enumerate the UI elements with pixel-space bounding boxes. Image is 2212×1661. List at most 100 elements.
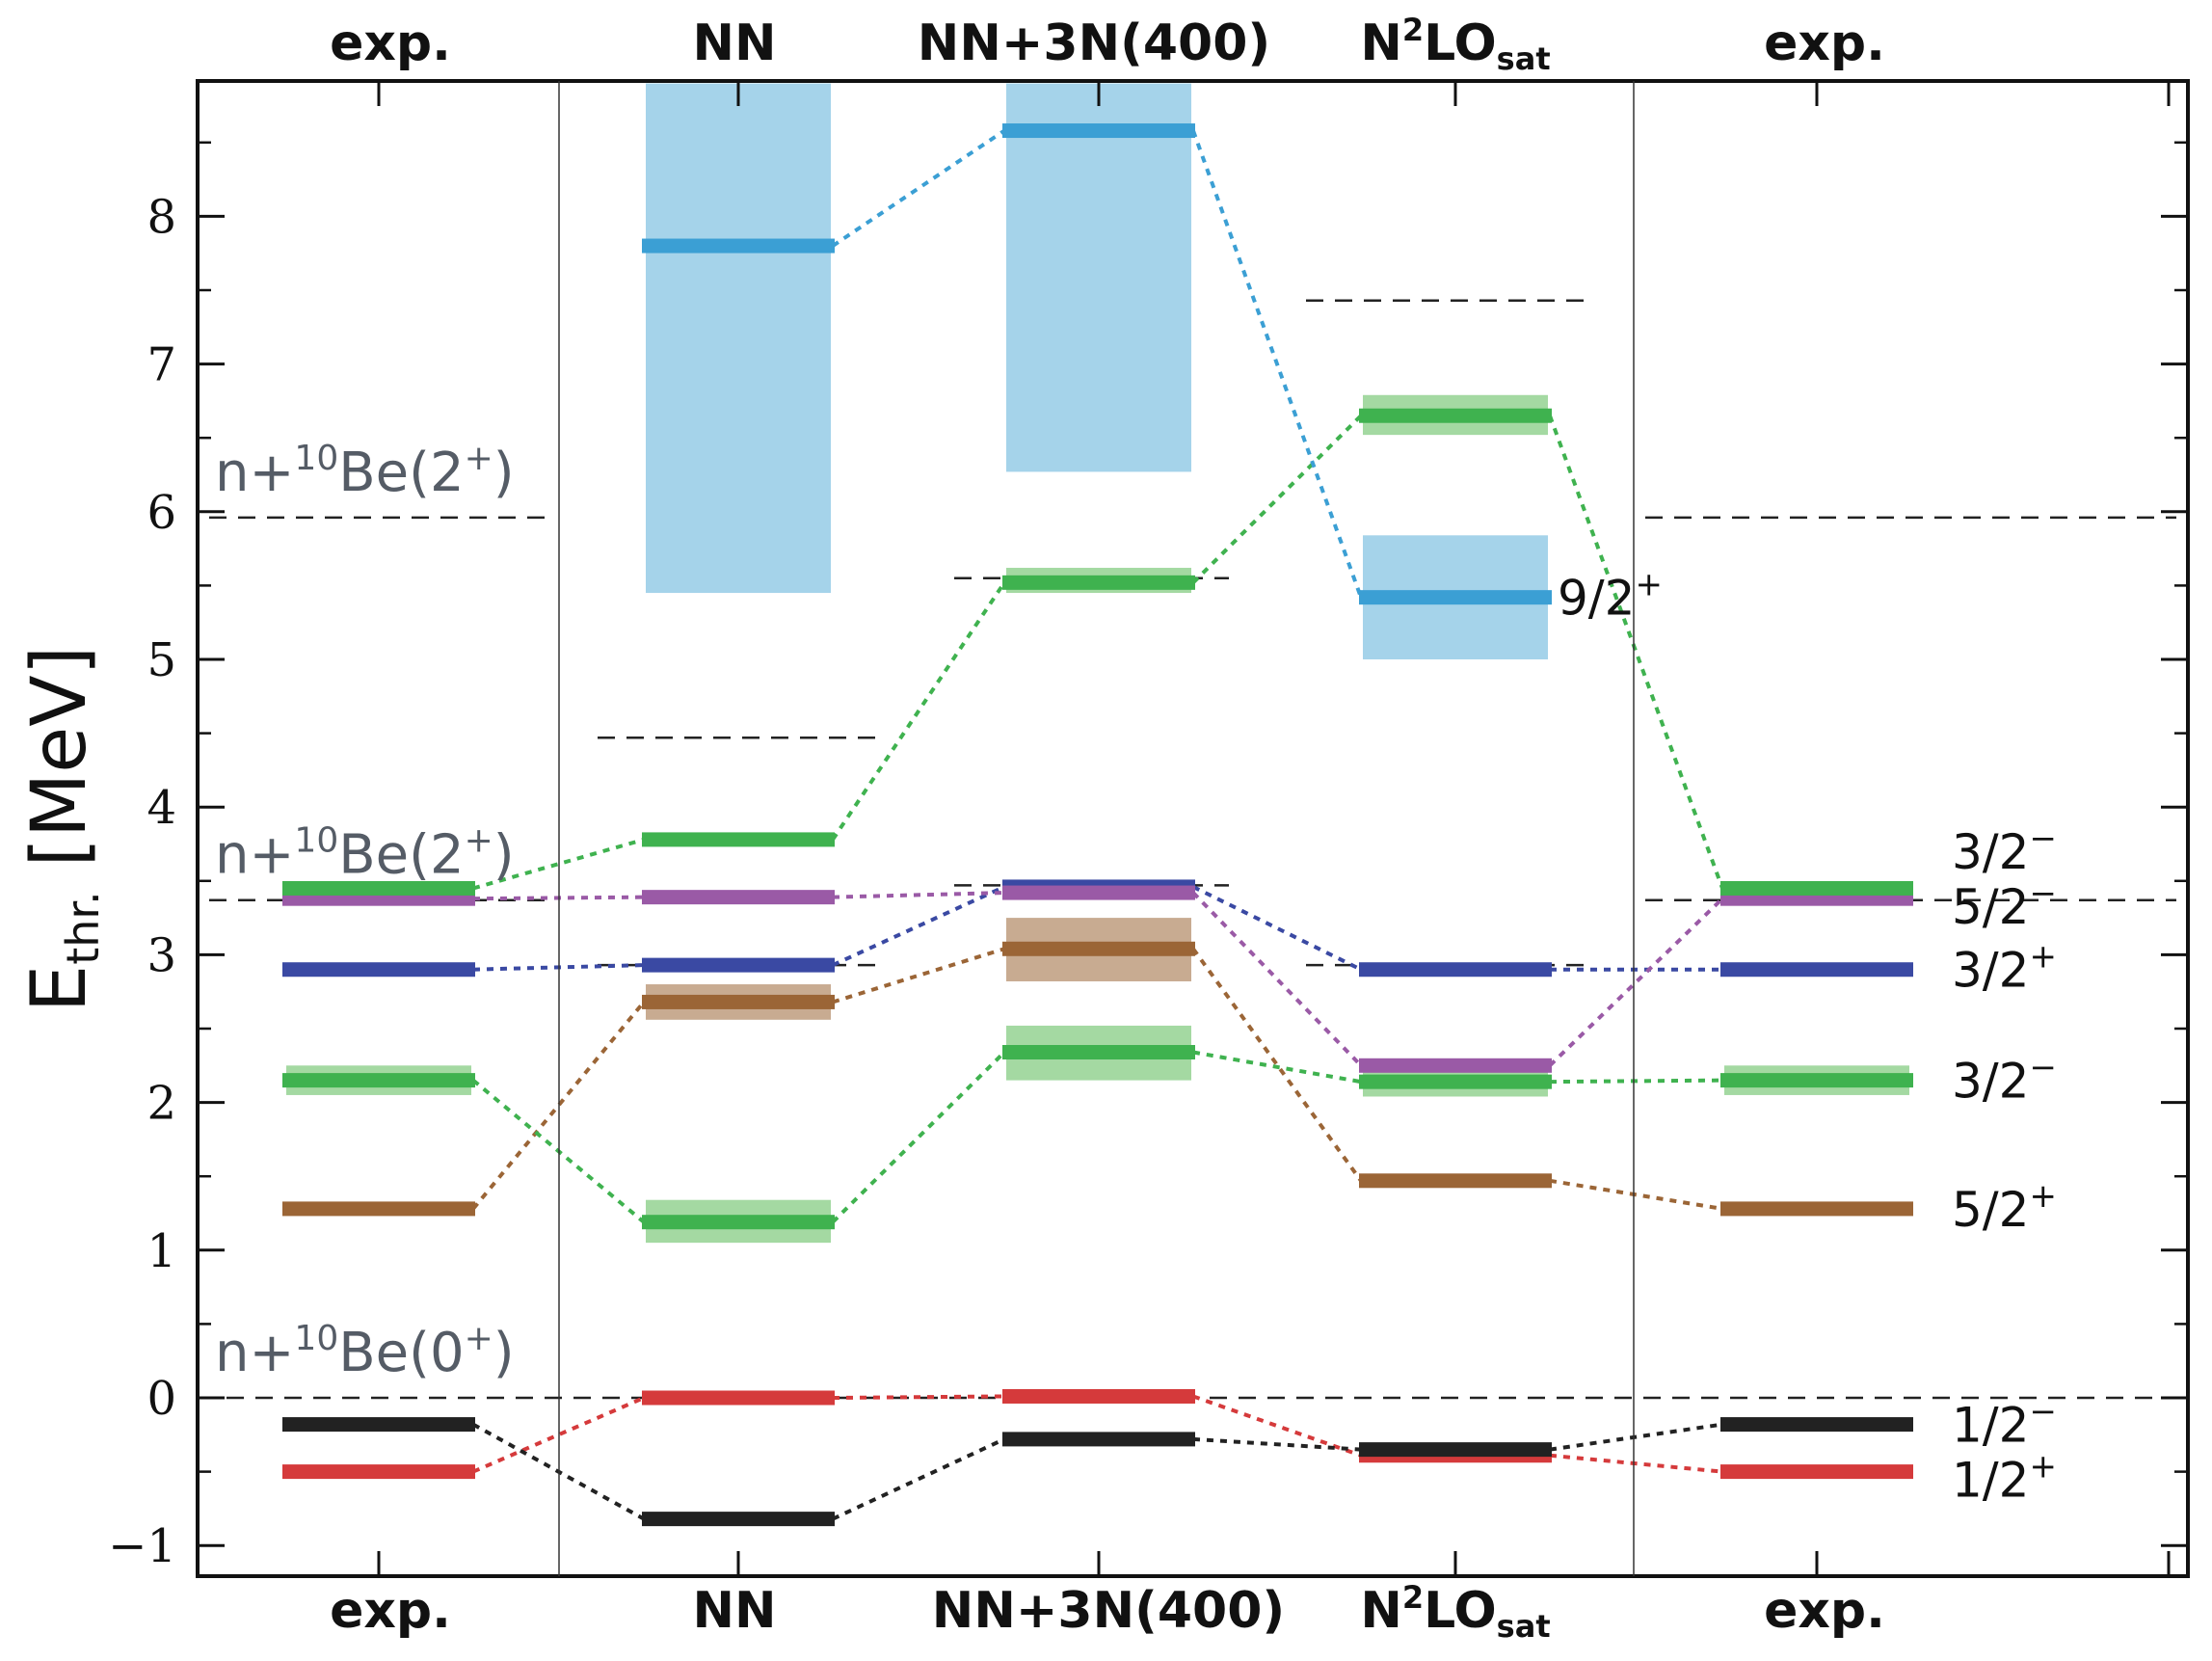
level-bar [1359,1058,1552,1073]
column-label-bot-n2lo: N2LOsat [1360,1579,1550,1645]
level-bar [642,890,835,905]
level-bar [1002,1432,1195,1447]
threshold-label-part: + [465,821,493,861]
column-label-text: N [1360,1582,1402,1640]
state-label: 3/2− [1952,1049,2057,1110]
y-tick-label: −1 [108,1519,176,1573]
connector-line [1549,1078,1723,1085]
y-tick-label: 2 [147,1077,176,1131]
state-label-spin: 1/2 [1952,1398,2029,1454]
column-label-sub: sat [1497,40,1551,77]
level-bar [1002,575,1195,590]
level-bar [1002,1388,1195,1404]
threshold-label-part: 10 [294,1319,338,1358]
state-label-parity: − [2029,1049,2057,1087]
level-bar [1359,962,1552,978]
level-bar [1359,1442,1552,1458]
level-bar [282,1464,475,1480]
level-bar [282,880,475,896]
level-bar [1002,123,1195,139]
threshold-label-part: ) [493,442,515,504]
column-label-text: N [1360,14,1402,72]
connector-line [1548,897,1724,1067]
connector-line [1549,1178,1723,1211]
y-tick-label: 6 [147,486,176,540]
column-label-top-exp_right: exp. [1764,14,1885,72]
state-label: 5/2+ [1952,1177,2057,1238]
state-label-spin: 3/2 [1952,943,2029,999]
level-bar [1002,885,1195,900]
state-label-spin: 1/2 [1952,1452,2029,1508]
level-bar [642,1215,835,1230]
state-label-spin: 5/2 [1952,1182,2029,1238]
state-label-parity: − [2029,1393,2057,1432]
level-bar [1720,1464,1913,1480]
column-label-top-exp_left: exp. [330,14,451,72]
y-tick-label: 7 [147,338,176,392]
connector-lines [471,128,1724,1521]
column-label-text: LO [1424,14,1497,72]
y-tick-label: 5 [147,633,176,687]
level-bar [642,832,835,847]
threshold-label-part: ) [493,1322,515,1384]
connector-line [1191,891,1363,1067]
threshold-label-part: 10 [294,439,338,478]
state-label-parity: + [2029,938,2057,977]
state-label-spin: 3/2 [1952,1054,2029,1110]
state-label-spin: 5/2 [1952,879,2029,935]
level-bar [642,957,835,973]
level-bar [1002,941,1195,956]
y-tick-label: 0 [147,1372,176,1426]
connector-line [472,837,645,891]
threshold-label: n+10Be(2+) [215,821,515,887]
column-label-bot-nn3n: NN+3N(400) [932,1582,1285,1640]
connector-line [832,885,1005,967]
threshold-label-part: + [465,1319,493,1358]
connector-line [832,1437,1005,1521]
threshold-label-part: n+ [215,1322,294,1384]
state-label-parity: + [1635,566,1663,604]
connector-line [1192,1394,1362,1458]
column-label-bot-exp_right: exp. [1764,1582,1885,1640]
y-tick-label: 1 [147,1224,176,1278]
level-bar [1359,1173,1552,1189]
connector-line [831,581,1006,842]
threshold-label-part: n+ [215,442,294,504]
level-bars [282,123,1913,1527]
connector-line [831,128,1006,248]
level-bar [642,1512,835,1527]
state-label-parity: + [2029,1447,2057,1486]
level-bar [282,1417,475,1433]
level-bar [1720,1201,1913,1217]
y-axis-label-unit: [MeV] [16,646,103,891]
column-label-top-nn: NN [692,14,776,72]
connector-line [1548,415,1724,890]
state-label: 9/2+ [1558,566,1663,627]
column-label-bot-nn: NN [692,1582,776,1640]
level-bar [1359,590,1552,605]
uncertainty-bands [286,83,1909,1244]
level-bar [282,1073,475,1088]
level-bar [1720,1417,1913,1433]
state-label-parity: + [2029,1177,2057,1216]
connector-line [832,947,1005,1005]
column-label-sup: 2 [1402,1579,1424,1616]
uncertainty-band [1006,83,1191,472]
y-tick-label: 3 [147,928,176,982]
state-label: 1/2+ [1952,1447,2057,1508]
level-bar [642,1390,835,1406]
threshold-label-part: Be(0 [338,1322,464,1384]
state-label-spin: 9/2 [1558,571,1635,627]
state-label-spin: 3/2 [1952,824,2029,880]
level-bar [1359,408,1552,423]
state-label: 1/2− [1952,1393,2057,1454]
state-label-parity: − [2029,819,2057,858]
axes [196,79,2190,1578]
plot-frame [196,79,2190,1578]
column-label-bot-exp_left: exp. [330,1582,451,1640]
level-bar [282,962,475,978]
connector-line [1549,1453,1723,1474]
connector-line [1191,948,1363,1182]
threshold-label: n+10Be(2+) [215,439,515,504]
